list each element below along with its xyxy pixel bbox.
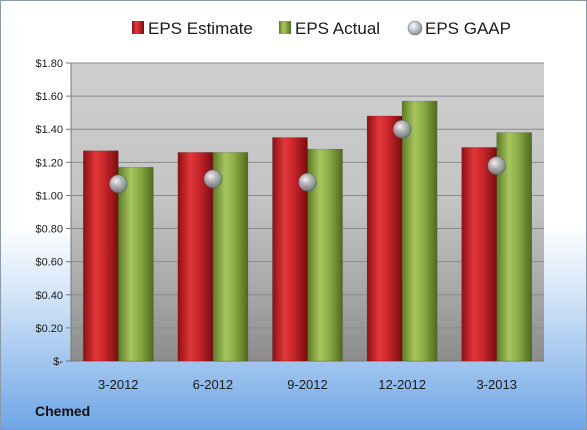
y-tick-label: $1.40 xyxy=(35,124,63,136)
eps-estimate-bar xyxy=(177,152,214,362)
x-category-label: 3-2012 xyxy=(98,377,138,392)
legend-label: EPS Estimate xyxy=(148,19,253,38)
y-tick-label: $0.40 xyxy=(35,290,63,302)
eps-gaap-marker xyxy=(298,172,317,192)
y-tick-label: $1.20 xyxy=(35,157,63,169)
eps-gaap-marker xyxy=(392,119,412,139)
y-tick-label: $1.80 xyxy=(35,58,63,70)
y-tick-label: $0.80 xyxy=(35,224,63,236)
legend-swatch xyxy=(407,20,423,36)
eps-estimate-bar xyxy=(366,115,403,362)
eps-gaap-marker xyxy=(108,174,128,194)
legend-eps-actual: EPS Actual xyxy=(279,19,380,38)
eps-actual-bar xyxy=(118,167,154,362)
legend-eps-gaap: EPS GAAP xyxy=(407,19,511,38)
legend-label: EPS GAAP xyxy=(425,19,511,38)
eps-gaap-marker xyxy=(203,169,223,189)
eps-actual-bar xyxy=(401,100,438,362)
y-tick-label: $0.20 xyxy=(35,323,63,335)
y-tick-label: $0.60 xyxy=(35,257,63,269)
eps-estimate-bar xyxy=(272,137,308,362)
eps-actual-bar xyxy=(212,152,249,362)
y-tick-label: $1.00 xyxy=(35,190,63,202)
legend-swatch xyxy=(132,21,144,34)
company-label: Chemed xyxy=(35,403,91,419)
y-tick-label: $- xyxy=(53,356,63,368)
legend-eps-estimate: EPS Estimate xyxy=(132,19,253,38)
eps-estimate-bar xyxy=(461,147,497,362)
x-category-label: 9-2012 xyxy=(287,377,327,392)
eps-gaap-marker xyxy=(487,156,507,176)
x-category-label: 6-2012 xyxy=(193,377,233,392)
y-tick-label: $1.60 xyxy=(35,91,63,103)
legend-label: EPS Actual xyxy=(295,19,380,38)
x-category-label: 3-2013 xyxy=(476,377,516,392)
legend-swatch xyxy=(279,21,291,34)
x-category-label: 12-2012 xyxy=(378,377,426,392)
